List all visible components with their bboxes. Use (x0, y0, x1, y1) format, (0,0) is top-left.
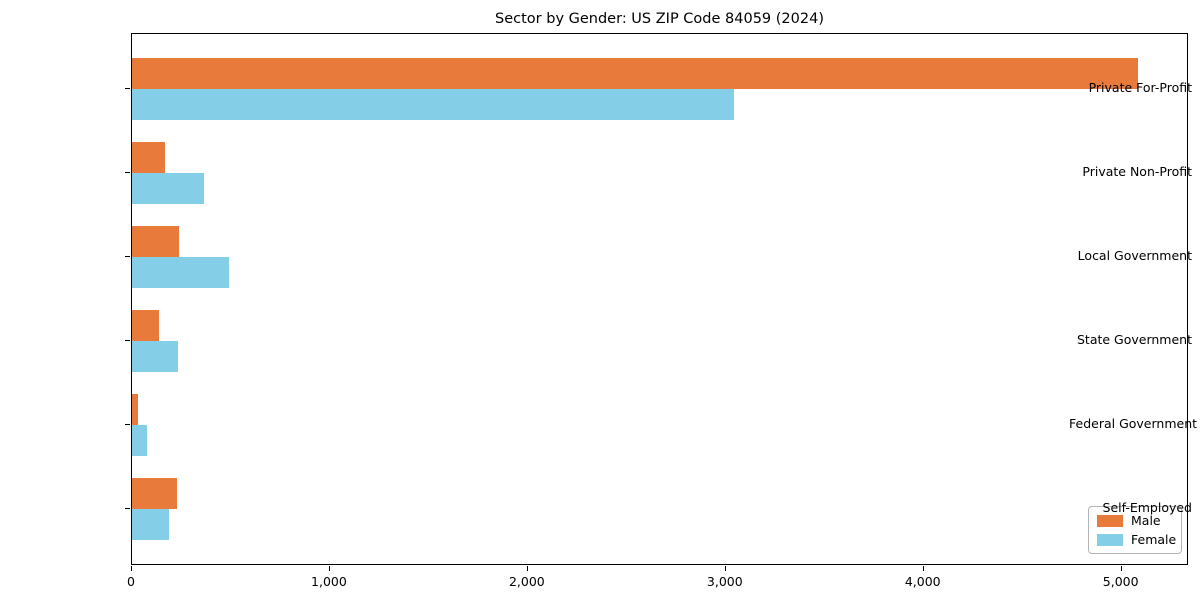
bar-male-federal-government (132, 394, 138, 425)
bar-male-local-government (132, 226, 180, 257)
bar-female-local-government (132, 257, 229, 288)
bar-female-private-non-profit (132, 173, 205, 204)
y-tick-label-local-government: Local Government (1077, 248, 1192, 263)
x-tick-label-2,000: 2,000 (508, 574, 545, 589)
x-tick-label-3,000: 3,000 (706, 574, 743, 589)
y-tick-label-private-non-profit: Private Non-Profit (1082, 164, 1192, 179)
y-tick-mark-state-government (125, 340, 130, 342)
y-tick-mark-self-employed (125, 508, 130, 510)
bar-female-federal-government (132, 425, 147, 456)
x-tick-label-4,000: 4,000 (904, 574, 941, 589)
bar-male-state-government (132, 310, 159, 341)
x-tick-mark-5,000 (1120, 566, 1122, 571)
x-tick-label-5,000: 5,000 (1102, 574, 1139, 589)
legend-entry-male: Male (1097, 514, 1173, 528)
y-tick-mark-local-government (125, 256, 130, 258)
bar-female-private-for-profit (132, 89, 735, 120)
legend-swatch-male (1097, 515, 1123, 527)
y-tick-label-federal-government: Federal Government (1069, 416, 1198, 431)
x-tick-mark-1,000 (328, 566, 331, 571)
plot-area: Male Female (131, 33, 1188, 565)
bar-male-private-non-profit (132, 142, 166, 173)
bar-male-self-employed (132, 478, 178, 509)
x-tick-mark-0 (131, 566, 133, 571)
y-tick-mark-federal-government (125, 424, 130, 426)
y-tick-label-self-employed: Self-Employed (1102, 500, 1192, 515)
y-tick-label-state-government: State Government (1076, 332, 1192, 347)
x-tick-mark-4,000 (922, 566, 925, 571)
legend-label-male: Male (1131, 513, 1161, 528)
y-tick-mark-private-for-profit (125, 88, 130, 90)
legend: Male Female (1088, 506, 1182, 554)
legend-entry-female: Female (1097, 532, 1177, 547)
x-tick-mark-2,000 (526, 566, 529, 571)
x-tick-mark-3,000 (724, 566, 727, 571)
bar-male-private-for-profit (132, 58, 1138, 89)
bar-female-state-government (132, 341, 178, 372)
legend-swatch-female (1097, 534, 1123, 546)
y-tick-label-private-for-profit: Private For-Profit (1088, 80, 1192, 95)
legend-label-female: Female (1131, 532, 1177, 547)
x-tick-label-1,000: 1,000 (311, 574, 347, 589)
chart-title: Sector by Gender: US ZIP Code 84059 (202… (495, 11, 824, 27)
x-tick-label-0: 0 (127, 574, 135, 589)
y-tick-mark-private-non-profit (125, 172, 130, 174)
bar-female-self-employed (132, 509, 169, 540)
